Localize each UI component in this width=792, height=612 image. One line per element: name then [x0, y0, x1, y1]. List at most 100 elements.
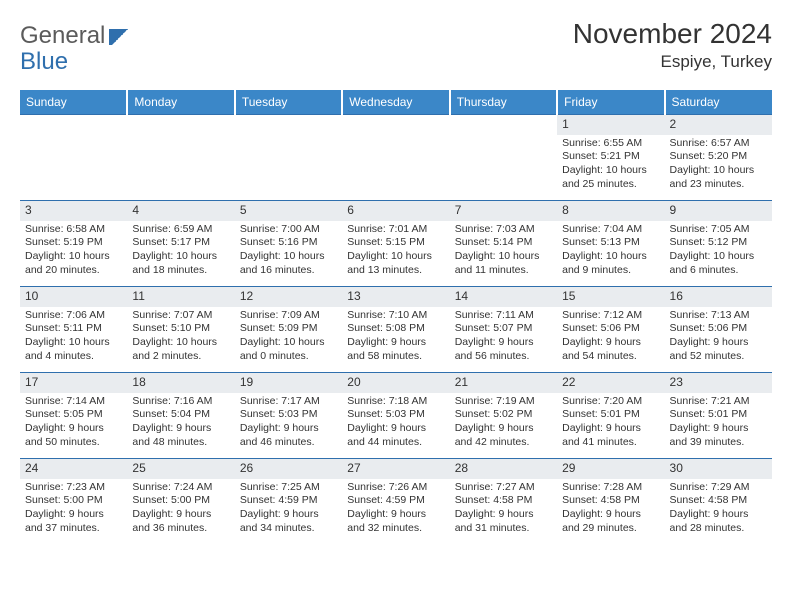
- calendar-cell: 11Sunrise: 7:07 AMSunset: 5:10 PMDayligh…: [127, 287, 234, 373]
- day-number: 9: [665, 201, 772, 221]
- calendar-cell: 28Sunrise: 7:27 AMSunset: 4:58 PMDayligh…: [450, 459, 557, 545]
- calendar-cell: 8Sunrise: 7:04 AMSunset: 5:13 PMDaylight…: [557, 201, 664, 287]
- calendar-week-row: 1Sunrise: 6:55 AMSunset: 5:21 PMDaylight…: [20, 115, 772, 201]
- daylight-text: Daylight: 9 hours and 54 minutes.: [562, 336, 659, 363]
- day-number: 21: [450, 373, 557, 393]
- sunset-text: Sunset: 4:58 PM: [562, 494, 659, 508]
- calendar-page: General November 2024 Espiye, Turkey Blu…: [0, 0, 792, 555]
- col-monday: Monday: [127, 90, 234, 115]
- daylight-text: Daylight: 10 hours and 25 minutes.: [562, 164, 659, 191]
- calendar-body: 1Sunrise: 6:55 AMSunset: 5:21 PMDaylight…: [20, 115, 772, 545]
- calendar-cell: 13Sunrise: 7:10 AMSunset: 5:08 PMDayligh…: [342, 287, 449, 373]
- sunset-text: Sunset: 5:20 PM: [670, 150, 767, 164]
- sunset-text: Sunset: 5:10 PM: [132, 322, 229, 336]
- calendar-cell: 7Sunrise: 7:03 AMSunset: 5:14 PMDaylight…: [450, 201, 557, 287]
- sunset-text: Sunset: 5:02 PM: [455, 408, 552, 422]
- sunrise-text: Sunrise: 7:24 AM: [132, 481, 229, 495]
- month-title: November 2024: [573, 18, 772, 50]
- day-number: 1: [557, 115, 664, 135]
- daylight-text: Daylight: 9 hours and 48 minutes.: [132, 422, 229, 449]
- location-label: Espiye, Turkey: [573, 52, 772, 72]
- day-number: 18: [127, 373, 234, 393]
- day-number: 5: [235, 201, 342, 221]
- day-header-row: Sunday Monday Tuesday Wednesday Thursday…: [20, 90, 772, 115]
- calendar-cell: 20Sunrise: 7:18 AMSunset: 5:03 PMDayligh…: [342, 373, 449, 459]
- calendar-cell: [127, 115, 234, 201]
- sunrise-text: Sunrise: 7:14 AM: [25, 395, 122, 409]
- day-number: 26: [235, 459, 342, 479]
- daylight-text: Daylight: 9 hours and 37 minutes.: [25, 508, 122, 535]
- sunset-text: Sunset: 5:01 PM: [670, 408, 767, 422]
- sunset-text: Sunset: 4:59 PM: [240, 494, 337, 508]
- logo-triangle-icon: [109, 29, 131, 45]
- sunset-text: Sunset: 5:21 PM: [562, 150, 659, 164]
- sunset-text: Sunset: 4:58 PM: [455, 494, 552, 508]
- sunrise-text: Sunrise: 7:13 AM: [670, 309, 767, 323]
- day-number: 30: [665, 459, 772, 479]
- day-number: 16: [665, 287, 772, 307]
- day-number: 17: [20, 373, 127, 393]
- brand-logo: General: [20, 18, 131, 50]
- day-number: 20: [342, 373, 449, 393]
- sunrise-text: Sunrise: 7:20 AM: [562, 395, 659, 409]
- col-sunday: Sunday: [20, 90, 127, 115]
- sunset-text: Sunset: 5:07 PM: [455, 322, 552, 336]
- calendar-cell: 19Sunrise: 7:17 AMSunset: 5:03 PMDayligh…: [235, 373, 342, 459]
- day-number: 25: [127, 459, 234, 479]
- calendar-cell: 9Sunrise: 7:05 AMSunset: 5:12 PMDaylight…: [665, 201, 772, 287]
- sunset-text: Sunset: 5:16 PM: [240, 236, 337, 250]
- calendar-cell: 25 Sunrise: 7:24 AMSunset: 5:00 PMDayligh…: [127, 459, 234, 545]
- sunrise-text: Sunrise: 7:06 AM: [25, 309, 122, 323]
- day-number: 3: [20, 201, 127, 221]
- sunrise-text: Sunrise: 7:16 AM: [132, 395, 229, 409]
- sunrise-text: Sunrise: 7:27 AM: [455, 481, 552, 495]
- calendar-cell: 29Sunrise: 7:28 AMSunset: 4:58 PMDayligh…: [557, 459, 664, 545]
- calendar-cell: 23Sunrise: 7:21 AMSunset: 5:01 PMDayligh…: [665, 373, 772, 459]
- day-number: 10: [20, 287, 127, 307]
- sunset-text: Sunset: 5:01 PM: [562, 408, 659, 422]
- day-number: 13: [342, 287, 449, 307]
- daylight-text: Daylight: 10 hours and 16 minutes.: [240, 250, 337, 277]
- col-tuesday: Tuesday: [235, 90, 342, 115]
- sunset-text: Sunset: 5:08 PM: [347, 322, 444, 336]
- daylight-text: Daylight: 9 hours and 42 minutes.: [455, 422, 552, 449]
- col-saturday: Saturday: [665, 90, 772, 115]
- day-number: 2: [665, 115, 772, 135]
- daylight-text: Daylight: 9 hours and 46 minutes.: [240, 422, 337, 449]
- calendar-cell: [235, 115, 342, 201]
- sunset-text: Sunset: 5:13 PM: [562, 236, 659, 250]
- sunset-text: Sunset: 5:11 PM: [25, 322, 122, 336]
- sunrise-text: Sunrise: 7:21 AM: [670, 395, 767, 409]
- sunset-text: Sunset: 5:05 PM: [25, 408, 122, 422]
- sunset-text: Sunset: 4:59 PM: [347, 494, 444, 508]
- daylight-text: Daylight: 10 hours and 6 minutes.: [670, 250, 767, 277]
- sunset-text: Sunset: 5:03 PM: [347, 408, 444, 422]
- calendar-table: Sunday Monday Tuesday Wednesday Thursday…: [20, 90, 772, 545]
- sunset-text: Sunset: 5:00 PM: [132, 494, 229, 508]
- day-number: 7: [450, 201, 557, 221]
- daylight-text: Daylight: 10 hours and 20 minutes.: [25, 250, 122, 277]
- calendar-cell: 14Sunrise: 7:11 AMSunset: 5:07 PMDayligh…: [450, 287, 557, 373]
- day-number: 27: [342, 459, 449, 479]
- daylight-text: Daylight: 10 hours and 13 minutes.: [347, 250, 444, 277]
- sunset-text: Sunset: 5:06 PM: [670, 322, 767, 336]
- calendar-cell: 1Sunrise: 6:55 AMSunset: 5:21 PMDaylight…: [557, 115, 664, 201]
- daylight-text: Daylight: 9 hours and 50 minutes.: [25, 422, 122, 449]
- day-number: 12: [235, 287, 342, 307]
- sunrise-text: Sunrise: 7:29 AM: [670, 481, 767, 495]
- sunrise-text: Sunrise: 7:26 AM: [347, 481, 444, 495]
- day-number: 4: [127, 201, 234, 221]
- day-number: 28: [450, 459, 557, 479]
- daylight-text: Daylight: 9 hours and 36 minutes.: [132, 508, 229, 535]
- sunrise-text: Sunrise: 6:59 AM: [132, 223, 229, 237]
- sunset-text: Sunset: 5:17 PM: [132, 236, 229, 250]
- calendar-cell: 27Sunrise: 7:26 AMSunset: 4:59 PMDayligh…: [342, 459, 449, 545]
- sunset-text: Sunset: 5:00 PM: [25, 494, 122, 508]
- daylight-text: Daylight: 9 hours and 44 minutes.: [347, 422, 444, 449]
- daylight-text: Daylight: 9 hours and 58 minutes.: [347, 336, 444, 363]
- calendar-cell: 18Sunrise: 7:16 AMSunset: 5:04 PMDayligh…: [127, 373, 234, 459]
- daylight-text: Daylight: 9 hours and 28 minutes.: [670, 508, 767, 535]
- day-number: 8: [557, 201, 664, 221]
- sunrise-text: Sunrise: 7:19 AM: [455, 395, 552, 409]
- sunrise-text: Sunrise: 6:57 AM: [670, 137, 767, 151]
